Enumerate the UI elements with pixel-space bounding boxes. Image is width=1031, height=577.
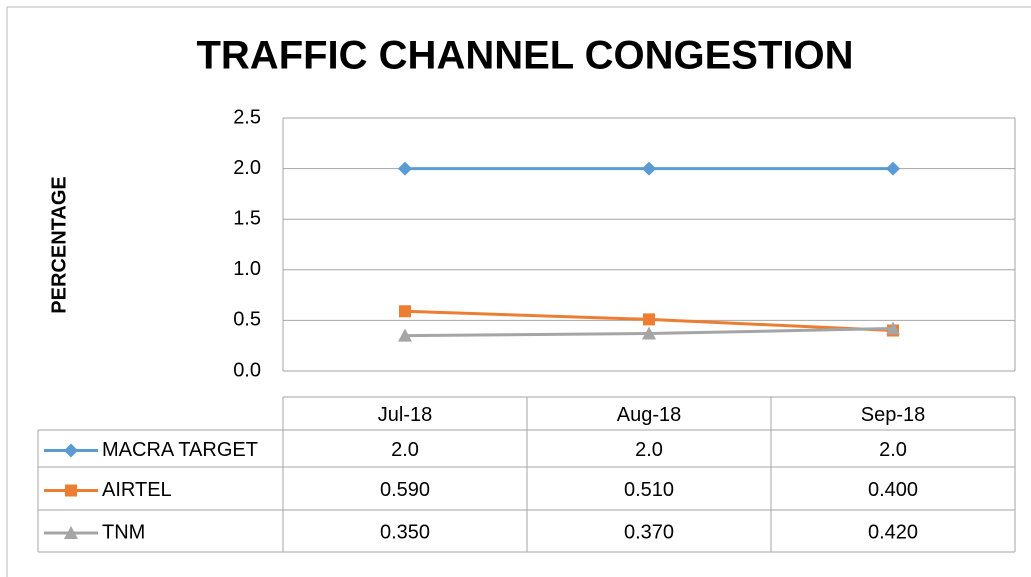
table-value: 0.510 [624, 479, 674, 501]
table-value: 2.0 [879, 439, 907, 461]
y-tick-label: 0.0 [233, 359, 261, 381]
marker [642, 326, 656, 340]
chart-title: TRAFFIC CHANNEL CONGESTION [196, 34, 853, 78]
marker [886, 161, 900, 176]
table-value: 2.0 [635, 439, 663, 461]
marker [64, 443, 78, 458]
y-axis-label: PERCENTAGE [48, 176, 70, 313]
marker [64, 526, 78, 539]
y-tick-label: 2.0 [233, 157, 261, 179]
table-value: 2.0 [391, 439, 419, 461]
marker [399, 305, 411, 318]
marker [398, 328, 412, 342]
table-value: 0.370 [624, 521, 674, 543]
y-tick-label: 2.5 [233, 106, 261, 128]
marker [65, 484, 77, 497]
y-tick-label: 1.0 [233, 258, 261, 280]
table-value: 0.400 [868, 479, 918, 501]
x-tick-label: Jul-18 [378, 404, 432, 426]
table-value: 0.420 [868, 521, 918, 543]
marker [398, 161, 412, 176]
table-value: 0.590 [380, 479, 430, 501]
table-value: 0.350 [380, 521, 430, 543]
x-tick-label: Sep-18 [861, 404, 926, 426]
marker [886, 321, 900, 335]
marker [643, 313, 655, 326]
chart-frame [6, 6, 1031, 577]
x-tick-label: Aug-18 [617, 404, 682, 426]
y-tick-label: 1.5 [233, 207, 261, 229]
marker [642, 161, 656, 176]
legend-label: AIRTEL [102, 479, 172, 501]
legend-label: MACRA TARGET [102, 439, 258, 461]
y-tick-label: 0.5 [233, 309, 261, 331]
legend-label: TNM [102, 521, 145, 543]
